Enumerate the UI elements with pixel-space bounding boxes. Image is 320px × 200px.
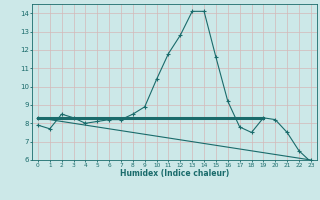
X-axis label: Humidex (Indice chaleur): Humidex (Indice chaleur): [120, 169, 229, 178]
